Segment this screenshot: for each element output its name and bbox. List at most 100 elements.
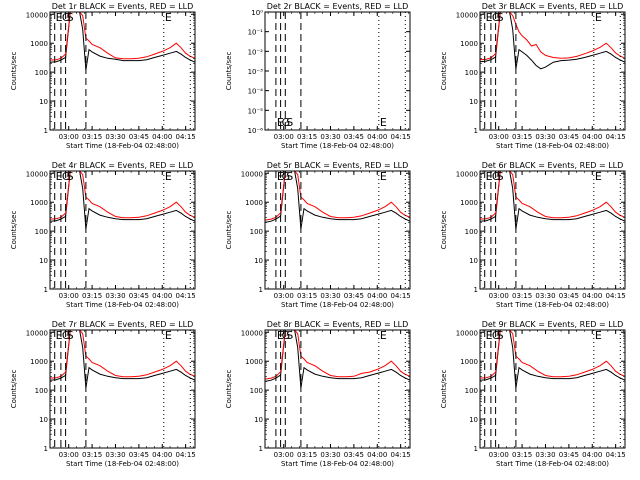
y-axis-title: Counts/sec xyxy=(10,52,18,91)
plot-frame xyxy=(264,11,411,131)
y-axis-title: Counts/sec xyxy=(10,370,18,409)
marker-label: S xyxy=(286,329,293,342)
x-tick-label: 03:15 xyxy=(82,292,102,300)
y-tick-label: 1000 xyxy=(30,199,48,207)
x-tick-label: 04:00 xyxy=(367,133,387,141)
y-axis-title: Counts/sec xyxy=(10,211,18,250)
x-tick-label: 04:15 xyxy=(606,133,626,141)
series-lld-line xyxy=(265,171,410,221)
series-events-line xyxy=(50,330,195,388)
series-events-line xyxy=(480,330,625,388)
y-axis-title: Counts/sec xyxy=(440,52,448,91)
y-tick-label: 10000 xyxy=(456,170,478,178)
y-tick-label: 1000 xyxy=(460,40,478,48)
x-tick-label: 03:45 xyxy=(344,133,364,141)
x-tick-label: 04:15 xyxy=(606,451,626,459)
marker-label: E xyxy=(165,170,172,183)
marker-label: E xyxy=(56,11,63,24)
marker-label: E xyxy=(56,170,63,183)
x-tick-label: 03:15 xyxy=(512,451,532,459)
marker-label: S xyxy=(497,329,504,342)
marker-label: S xyxy=(67,170,74,183)
y-tick-label: 10000 xyxy=(456,11,478,19)
marker-label: S xyxy=(497,11,504,24)
x-axis-title: Start Time (18-Feb-04 02:48:00) xyxy=(66,301,179,309)
y-tick-label: 1000 xyxy=(460,199,478,207)
y-tick-label: 1000 xyxy=(245,199,263,207)
marker-label: G xyxy=(282,329,291,342)
x-tick-label: 04:00 xyxy=(367,451,387,459)
y-tick-label: 100 xyxy=(35,69,48,77)
y-tick-label: 1 xyxy=(259,445,263,453)
marker-label: E xyxy=(486,329,493,342)
x-tick-label: 03:30 xyxy=(105,292,125,300)
x-tick-label: 03:00 xyxy=(59,292,79,300)
x-tick-label: 03:45 xyxy=(344,292,364,300)
x-tick-label: 03:00 xyxy=(59,451,79,459)
y-tick-label: 10 xyxy=(39,98,48,106)
y-tick-label: 100 xyxy=(465,387,478,395)
x-axis-title: Start Time (18-Feb-04 02:48:00) xyxy=(281,142,394,150)
plot-frame xyxy=(264,329,411,449)
series-group xyxy=(480,12,625,70)
x-tick-label: 04:00 xyxy=(582,292,602,300)
x-tick-label: 03:30 xyxy=(105,133,125,141)
series-events-line xyxy=(50,12,195,70)
x-tick-label: 03:15 xyxy=(82,451,102,459)
marker-label: E xyxy=(486,11,493,24)
series-events-line xyxy=(265,330,410,388)
x-tick-label: 03:00 xyxy=(489,133,509,141)
series-events-line xyxy=(50,171,195,229)
x-axis-title: Start Time (18-Feb-04 02:48:00) xyxy=(281,460,394,468)
x-axis-title: Start Time (18-Feb-04 02:48:00) xyxy=(496,301,609,309)
series-events-line xyxy=(480,171,625,229)
y-tick-label: 10⁰ xyxy=(251,9,263,17)
series-group xyxy=(50,330,195,388)
x-tick-label: 04:15 xyxy=(176,133,196,141)
y-tick-label: 100 xyxy=(250,228,263,236)
x-tick-label: 03:30 xyxy=(535,292,555,300)
panel-title: Det 9r BLACK = Events, RED = LLD xyxy=(482,320,624,329)
y-tick-label: 1 xyxy=(474,445,478,453)
x-tick-label: 03:15 xyxy=(297,133,317,141)
y-axis-title: Counts/sec xyxy=(440,211,448,250)
marker-label: E xyxy=(380,116,387,129)
marker-label: G xyxy=(62,329,71,342)
y-axis-title: Counts/sec xyxy=(225,52,233,91)
y-tick-label: 10 xyxy=(254,416,263,424)
x-tick-label: 04:00 xyxy=(152,133,172,141)
y-axis-title: Counts/sec xyxy=(225,211,233,250)
x-tick-label: 03:30 xyxy=(105,451,125,459)
x-tick-label: 04:00 xyxy=(152,292,172,300)
x-tick-label: 04:15 xyxy=(176,451,196,459)
x-tick-label: 04:00 xyxy=(367,292,387,300)
x-axis-title: Start Time (18-Feb-04 02:48:00) xyxy=(496,142,609,150)
series-group xyxy=(50,12,195,70)
plot-frame xyxy=(49,170,196,290)
x-axis-title: Start Time (18-Feb-04 02:48:00) xyxy=(66,142,179,150)
x-tick-label: 03:45 xyxy=(559,451,579,459)
x-tick-label: 03:45 xyxy=(129,451,149,459)
series-lld-line xyxy=(50,330,195,379)
x-tick-label: 03:30 xyxy=(320,133,340,141)
marker-label: G xyxy=(492,170,501,183)
plot-frame xyxy=(49,11,196,131)
x-tick-label: 03:00 xyxy=(489,292,509,300)
series-events-line xyxy=(480,12,625,70)
y-tick-label: 10000 xyxy=(26,11,48,19)
marker-label: G xyxy=(62,170,71,183)
y-tick-label: 10 xyxy=(469,257,478,265)
y-tick-label: 10000 xyxy=(456,329,478,337)
x-tick-label: 04:00 xyxy=(582,451,602,459)
x-tick-label: 03:15 xyxy=(297,451,317,459)
x-tick-label: 03:45 xyxy=(129,133,149,141)
y-tick-label: 100 xyxy=(35,387,48,395)
panel-title: Det 4r BLACK = Events, RED = LLD xyxy=(52,161,194,170)
marker-label: E xyxy=(486,170,493,183)
